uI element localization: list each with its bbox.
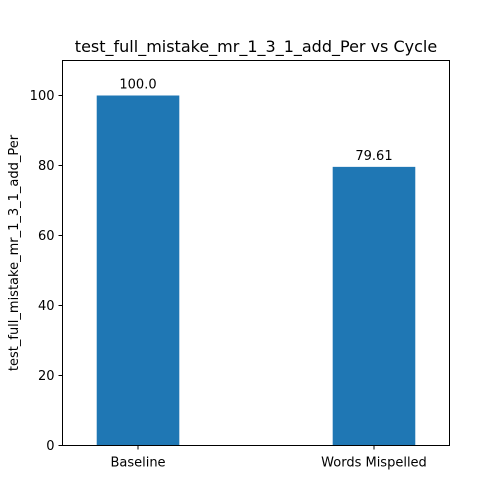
- chart-title: test_full_mistake_mr_1_3_1_add_Per vs Cy…: [75, 37, 437, 57]
- y-axis-label: test_full_mistake_mr_1_3_1_add_Per: [7, 134, 22, 371]
- y-tick-label: 20: [38, 369, 55, 384]
- x-axis-ticks: Baseline Words Mispelled: [110, 445, 427, 471]
- bar-value-label: 100.0: [119, 78, 156, 93]
- x-tick-label: Baseline: [110, 456, 165, 471]
- y-tick-label: 40: [38, 299, 55, 314]
- bars: [96, 95, 416, 446]
- bar-value-label: 79.61: [355, 149, 392, 164]
- x-tick-label: Words Mispelled: [321, 456, 427, 471]
- y-axis-ticks: 0 20 40 60 80 100: [30, 89, 63, 454]
- bar: [332, 166, 416, 446]
- bar: [96, 95, 180, 446]
- plot-frame: [62, 60, 450, 446]
- y-tick-label: 80: [38, 159, 55, 174]
- y-tick-label: 0: [46, 439, 54, 454]
- y-tick-label: 100: [30, 89, 55, 104]
- y-tick-label: 60: [38, 229, 55, 244]
- data-labels: 100.0 79.61: [119, 78, 392, 164]
